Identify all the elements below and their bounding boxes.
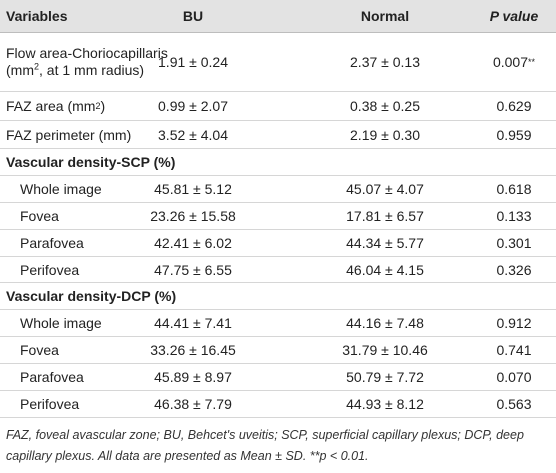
p-cell: 0.070 — [496, 369, 532, 385]
variable-cell: Perifovea — [20, 261, 80, 278]
normal-cell: 2.19 ± 0.30 — [350, 126, 420, 143]
section-title: Vascular density-DCP (%) — [6, 288, 177, 304]
bu-cell: 46.38 ± 7.79 — [154, 396, 232, 412]
p-cell: 0.912 — [496, 315, 532, 331]
variable-cell: Whole image — [20, 315, 102, 331]
table-row: Parafovea 42.41 ± 6.02 44.34 ± 5.77 0.301 — [0, 230, 556, 257]
p-cell: 0.959 — [496, 126, 532, 143]
bu-cell: 1.91 ± 0.24 — [158, 54, 228, 70]
table: Variables BU Normal P value Flow area-Ch… — [0, 0, 556, 418]
section-row: Vascular density-SCP (%) — [0, 149, 556, 176]
table-row: FAZ area (mm 2) 0.99 ± 2.07 0.38 ± 0.25 0… — [0, 92, 556, 121]
p-cell: 0.301 — [496, 235, 532, 251]
normal-cell: 44.93 ± 8.12 — [346, 396, 424, 412]
bu-cell: 47.75 ± 6.55 — [154, 261, 232, 278]
p-cell: 0.007 ** — [492, 54, 536, 70]
table-row: Whole image 44.41 ± 7.41 44.16 ± 7.48 0.912 — [0, 310, 556, 337]
variable-name: Flow area-Choriocapillaris — [6, 45, 168, 61]
bu-cell: 45.89 ± 8.97 — [154, 369, 232, 385]
unit-sup: 2 — [34, 61, 40, 72]
normal-cell: 31.79 ± 10.46 — [342, 342, 428, 358]
variable-cell: FAZ area (mm 2) — [6, 98, 106, 114]
variable-cell: Parafovea — [20, 235, 84, 251]
header-row: Variables BU Normal P value — [0, 0, 556, 33]
bu-cell: 3.52 ± 4.04 — [158, 126, 228, 143]
p-cell: 0.629 — [496, 98, 532, 114]
bu-cell: 33.26 ± 16.45 — [150, 342, 236, 358]
p-cell: 0.133 — [496, 208, 532, 224]
table-row: Fovea 23.26 ± 15.58 17.81 ± 6.57 0.133 — [0, 203, 556, 230]
bu-cell: 0.99 ± 2.07 — [158, 98, 228, 114]
normal-cell: 0.38 ± 0.25 — [350, 98, 420, 114]
variable-cell: Parafovea — [20, 369, 84, 385]
table-row: Perifovea 47.75 ± 6.55 46.04 ± 4.15 0.326 — [0, 257, 556, 283]
p-cell: 0.326 — [496, 261, 532, 278]
bu-cell: 42.41 ± 6.02 — [154, 235, 232, 251]
normal-cell: 44.34 ± 5.77 — [346, 235, 424, 251]
table-row: Perifovea 46.38 ± 7.79 44.93 ± 8.12 0.563 — [0, 391, 556, 418]
unit-text: ) — [100, 98, 106, 114]
section-title: Vascular density-SCP (%) — [6, 154, 176, 170]
p-cell: 0.618 — [496, 181, 532, 197]
variable-unit: (mm2, at 1 mm radius) — [6, 62, 144, 79]
table-row: Flow area-Choriocapillaris (mm2, at 1 mm… — [0, 33, 556, 92]
bu-cell: 23.26 ± 15.58 — [150, 208, 236, 224]
variable-cell: Perifovea — [20, 396, 80, 412]
table-row: Parafovea 45.89 ± 8.97 50.79 ± 7.72 0.070 — [0, 364, 556, 391]
footnote: FAZ, foveal avascular zone; BU, Behcet's… — [6, 428, 524, 463]
section-row: Vascular density-DCP (%) — [0, 283, 556, 310]
unit-text: , at 1 mm radius) — [39, 62, 145, 78]
bu-cell: 44.41 ± 7.41 — [154, 315, 232, 331]
variable-cell: FAZ perimeter (mm) — [6, 126, 132, 143]
normal-cell: 17.81 ± 6.57 — [346, 208, 424, 224]
variable-cell: Fovea — [20, 208, 59, 224]
normal-cell: 2.37 ± 0.13 — [350, 54, 420, 70]
bu-cell: 45.81 ± 5.12 — [154, 181, 232, 197]
table-row: FAZ perimeter (mm) 3.52 ± 4.04 2.19 ± 0.… — [0, 121, 556, 149]
variable-cell: Flow area-Choriocapillaris (mm2, at 1 mm… — [6, 33, 266, 91]
header-cell: Normal — [360, 8, 410, 24]
variable-cell: Fovea — [20, 342, 59, 358]
p-cell: 0.563 — [496, 396, 532, 412]
normal-cell: 44.16 ± 7.48 — [346, 315, 424, 331]
variable-name: FAZ area (mm — [6, 98, 96, 114]
table-row: Whole image 45.81 ± 5.12 45.07 ± 4.07 0.618 — [0, 176, 556, 203]
normal-cell: 50.79 ± 7.72 — [346, 369, 424, 385]
p-cell: 0.741 — [496, 342, 532, 358]
unit-text: (mm — [6, 62, 34, 78]
table-row: Fovea 33.26 ± 16.45 31.79 ± 10.46 0.741 — [0, 337, 556, 364]
normal-cell: 46.04 ± 4.15 — [346, 261, 424, 278]
p-value: 0.007 — [492, 54, 529, 70]
header-cell: P value — [489, 8, 539, 24]
header-cell: BU — [182, 8, 204, 24]
header-cell: Variables — [6, 8, 68, 24]
normal-cell: 45.07 ± 4.07 — [346, 181, 424, 197]
variable-cell: Whole image — [20, 181, 102, 197]
